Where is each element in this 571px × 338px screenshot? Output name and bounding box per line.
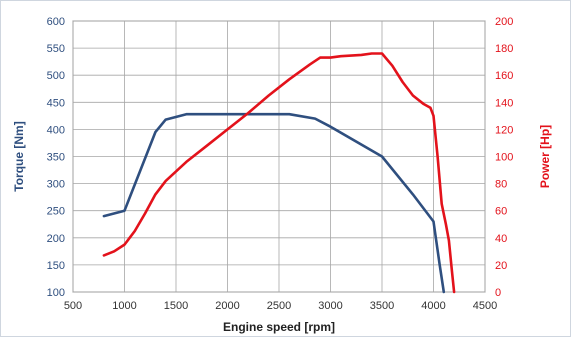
y-right-tick-label: 120	[495, 124, 513, 136]
y-right-tick-label: 60	[495, 206, 507, 218]
y-right-tick-label: 0	[495, 287, 501, 299]
y-left-tick-label: 350	[47, 152, 65, 164]
y-left-tick-label: 400	[47, 124, 65, 136]
x-tick-label: 3500	[370, 300, 394, 312]
x-tick-label: 4000	[421, 300, 445, 312]
y-right-axis-title: Power [Hp]	[538, 125, 552, 188]
y-left-tick-label: 150	[47, 260, 65, 272]
x-tick-label: 1500	[164, 300, 188, 312]
torque-line	[102, 112, 446, 294]
y-left-tick-label: 450	[47, 97, 65, 109]
y-right-tick-label: 40	[495, 233, 507, 245]
y-left-tick-label: 550	[47, 43, 65, 55]
x-tick-label: 2000	[215, 300, 239, 312]
y-right-tick-label: 200	[495, 16, 513, 28]
y-left-tick-label: 100	[47, 287, 65, 299]
x-tick-label: 500	[64, 300, 82, 312]
y-right-tick-label: 160	[495, 70, 513, 82]
y-right-tick-label: 140	[495, 97, 513, 109]
y-left-tick-label: 200	[47, 233, 65, 245]
x-axis-title: Engine speed [rpm]	[223, 320, 335, 334]
y-left-tick-label: 250	[47, 206, 65, 218]
x-tick-label: 2500	[267, 300, 291, 312]
x-tick-label: 4500	[473, 300, 497, 312]
y-left-tick-label: 300	[47, 179, 65, 191]
y-right-tick-label: 180	[495, 43, 513, 55]
power-line	[102, 52, 456, 294]
y-left-tick-label: 500	[47, 70, 65, 82]
x-tick-label: 3000	[318, 300, 342, 312]
y-left-tick-label: 600	[47, 16, 65, 28]
y-right-tick-label: 80	[495, 179, 507, 191]
x-tick-label: 1000	[112, 300, 136, 312]
y-right-tick-label: 20	[495, 260, 507, 272]
y-right-tick-label: 100	[495, 152, 513, 164]
y-left-axis-title: Torque [Nm]	[12, 121, 26, 191]
